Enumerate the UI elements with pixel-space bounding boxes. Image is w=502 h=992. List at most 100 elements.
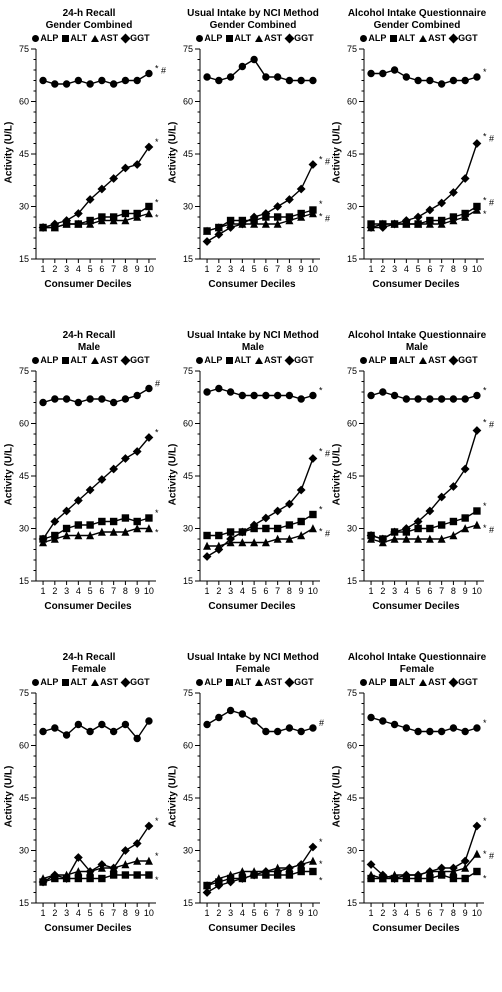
- series-alp: [207, 60, 313, 81]
- svg-text:15: 15: [19, 576, 29, 586]
- svg-text:9: 9: [463, 908, 468, 918]
- svg-text:75: 75: [347, 689, 357, 698]
- svg-text:10: 10: [308, 264, 318, 274]
- svg-text:7: 7: [275, 264, 280, 274]
- svg-text:4: 4: [240, 264, 245, 274]
- annotation: *: [319, 447, 323, 457]
- annotation: *: [155, 137, 159, 147]
- series-alp: [43, 389, 149, 403]
- svg-text:5: 5: [88, 586, 93, 596]
- plot-area: Activity (U/L)153045607512345678910***#*…: [336, 689, 496, 934]
- panel-legend: ALPALTASTGGT: [336, 677, 498, 687]
- annotation: *: [483, 386, 487, 396]
- svg-text:75: 75: [183, 45, 193, 54]
- annotation: *: [319, 527, 323, 537]
- legend-marker-alt: [390, 35, 397, 42]
- legend-marker-alp: [196, 679, 203, 686]
- legend-marker-ast: [419, 357, 427, 364]
- svg-text:6: 6: [263, 586, 268, 596]
- svg-text:30: 30: [183, 202, 193, 212]
- legend-marker-alt: [62, 35, 69, 42]
- svg-text:9: 9: [463, 264, 468, 274]
- plot-area: Activity (U/L)153045607512345678910**#*#…: [336, 45, 496, 290]
- svg-text:75: 75: [183, 367, 193, 376]
- annotation: #: [155, 379, 160, 389]
- legend-marker-ast: [91, 35, 99, 42]
- y-axis-label: Activity (U/L): [4, 444, 15, 506]
- plot-area: Activity (U/L)153045607512345678910#***C…: [172, 689, 332, 934]
- panel-title: Alcohol Intake QuestionnaireGender Combi…: [336, 8, 498, 31]
- svg-text:7: 7: [275, 908, 280, 918]
- chart-panel: Usual Intake by NCI MethodMaleALPALTASTG…: [172, 330, 334, 650]
- svg-text:3: 3: [228, 908, 233, 918]
- svg-text:1: 1: [205, 264, 210, 274]
- series-alp: [207, 389, 313, 400]
- svg-text:75: 75: [19, 45, 29, 54]
- annotation: *: [319, 199, 323, 209]
- svg-text:2: 2: [380, 908, 385, 918]
- svg-text:3: 3: [392, 908, 397, 918]
- svg-text:4: 4: [76, 908, 81, 918]
- annotation: *: [155, 528, 159, 538]
- y-axis-label: Activity (U/L): [332, 444, 343, 506]
- annotation: *: [155, 198, 159, 208]
- svg-text:60: 60: [347, 741, 357, 751]
- svg-text:1: 1: [369, 264, 374, 274]
- annotation: *: [155, 213, 159, 223]
- chart-panel: Alcohol Intake QuestionnaireGender Combi…: [336, 8, 498, 328]
- annotation: *: [155, 851, 159, 861]
- legend-marker-ast: [91, 679, 99, 686]
- legend-marker-alt: [390, 679, 397, 686]
- series-ast: [207, 214, 313, 232]
- series-alp: [371, 392, 477, 399]
- svg-text:9: 9: [135, 264, 140, 274]
- x-axis-label: Consumer Deciles: [336, 279, 496, 290]
- panel-title: Usual Intake by NCI MethodMale: [172, 330, 334, 353]
- svg-text:5: 5: [252, 264, 257, 274]
- series-ast: [43, 529, 149, 543]
- svg-text:1: 1: [369, 908, 374, 918]
- svg-text:2: 2: [380, 586, 385, 596]
- svg-text:3: 3: [392, 264, 397, 274]
- series-ast: [371, 210, 477, 228]
- svg-text:7: 7: [275, 586, 280, 596]
- panel-legend: ALPALTASTGGT: [172, 33, 334, 43]
- svg-text:8: 8: [287, 586, 292, 596]
- x-axis-label: Consumer Deciles: [172, 279, 332, 290]
- x-axis-label: Consumer Deciles: [172, 601, 332, 612]
- annotation: *: [319, 155, 323, 165]
- svg-text:8: 8: [287, 264, 292, 274]
- svg-text:30: 30: [347, 524, 357, 534]
- svg-text:15: 15: [347, 898, 357, 908]
- svg-text:9: 9: [135, 908, 140, 918]
- series-alp: [207, 711, 313, 732]
- series-alp: [43, 74, 149, 85]
- series-alt: [207, 210, 313, 231]
- svg-text:1: 1: [369, 586, 374, 596]
- annotation: *: [483, 209, 487, 219]
- plot-area: Activity (U/L)153045607512345678910*#***…: [8, 45, 168, 290]
- annotation: *: [319, 837, 323, 847]
- svg-text:75: 75: [183, 689, 193, 698]
- annotation: *: [319, 386, 323, 396]
- svg-text:2: 2: [52, 586, 57, 596]
- svg-text:1: 1: [205, 908, 210, 918]
- svg-text:4: 4: [76, 586, 81, 596]
- svg-text:45: 45: [183, 149, 193, 159]
- svg-text:2: 2: [216, 908, 221, 918]
- svg-text:30: 30: [347, 846, 357, 856]
- panel-title: Alcohol Intake QuestionnaireFemale: [336, 652, 498, 675]
- svg-text:45: 45: [347, 149, 357, 159]
- svg-text:8: 8: [123, 586, 128, 596]
- legend-marker-alp: [32, 357, 39, 364]
- svg-text:30: 30: [19, 846, 29, 856]
- svg-text:4: 4: [404, 908, 409, 918]
- svg-text:10: 10: [472, 586, 482, 596]
- y-axis-label: Activity (U/L): [168, 444, 179, 506]
- annotation: *: [319, 505, 323, 515]
- svg-text:75: 75: [19, 367, 29, 376]
- x-axis-label: Consumer Deciles: [172, 923, 332, 934]
- svg-text:4: 4: [404, 264, 409, 274]
- series-alt: [207, 515, 313, 536]
- y-axis-label: Activity (U/L): [332, 122, 343, 184]
